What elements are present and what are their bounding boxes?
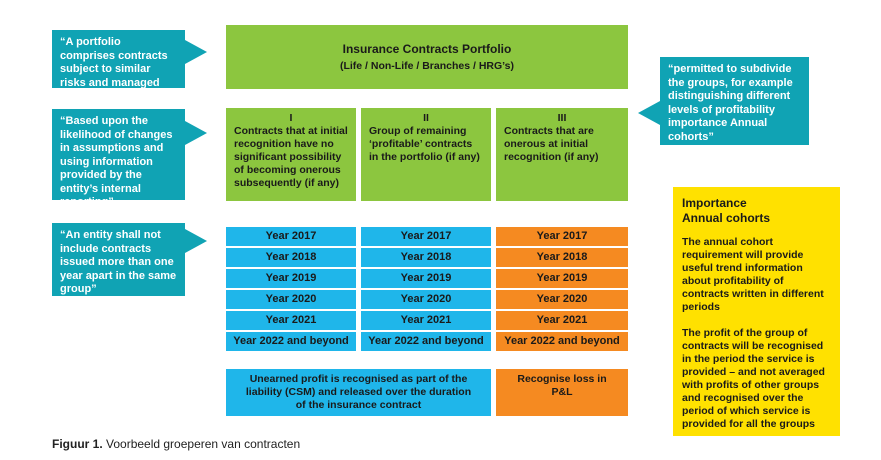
group-numeral: I (289, 112, 293, 124)
callout-portfolio-text: “A portfolio comprises contracts subject… (60, 36, 168, 102)
group-box-2: II Group of remaining ‘profitable’ contr… (361, 108, 491, 201)
arrow-right-icon (185, 40, 207, 64)
caption-label: Figuur 1. (52, 437, 103, 451)
year-cell: Year 2018 (226, 248, 356, 267)
year-cell: Year 2017 (361, 227, 491, 246)
callout-likelihood-text: “Based upon the likelihood of changes in… (60, 115, 173, 208)
figure-caption: Figuur 1. Voorbeeld groeperen van contra… (52, 437, 552, 451)
year-cell: Year 2018 (361, 248, 491, 267)
year-cell: Year 2019 (361, 269, 491, 288)
callout-permitted-text: “permitted to subdivide the groups, for … (668, 63, 793, 143)
callout-entity: “An entity shall not include contracts i… (52, 223, 207, 296)
group-text: Group of remaining ‘profitable’ contract… (369, 125, 480, 163)
callout-portfolio: “A portfolio comprises contracts subject… (52, 30, 207, 102)
importance-sidebar: Importance Annual cohorts The annual coh… (673, 187, 840, 436)
arrow-right-icon (185, 121, 207, 145)
year-cell: Year 2022 and beyond (361, 332, 491, 351)
portfolio-box: Insurance Contracts Portfolio (Life / No… (226, 25, 628, 89)
callout-permitted: “permitted to subdivide the groups, for … (638, 57, 809, 145)
group-box-3: III Contracts that are onerous at initia… (496, 108, 628, 201)
year-cell: Year 2022 and beyond (496, 332, 628, 351)
year-cell: Year 2021 (226, 311, 356, 330)
year-cell: Year 2020 (361, 290, 491, 309)
unearned-profit-box: Unearned profit is recognised as part of… (226, 369, 491, 416)
recognise-loss-box: Recognise loss in P&L (496, 369, 628, 416)
year-cell: Year 2019 (226, 269, 356, 288)
sidebar-title-line1: Importance (682, 196, 747, 210)
group-numeral: III (557, 112, 567, 124)
sidebar-paragraph-1: The annual cohort requirement will provi… (682, 236, 824, 313)
year-cell: Year 2019 (496, 269, 628, 288)
recognise-loss-text: Recognise loss in P&L (517, 373, 607, 398)
callout-likelihood: “Based upon the likelihood of changes in… (52, 109, 207, 208)
unearned-profit-text: Unearned profit is recognised as part of… (245, 373, 472, 411)
group-text: Contracts that are onerous at initial re… (504, 125, 599, 163)
caption-text: Voorbeeld groeperen van contracten (102, 437, 301, 451)
portfolio-title: Insurance Contracts Portfolio (342, 42, 512, 56)
year-cell: Year 2021 (496, 311, 628, 330)
year-cell: Year 2017 (226, 227, 356, 246)
year-cell: Year 2021 (361, 311, 491, 330)
group-box-1: I Contracts that at initial recognition … (226, 108, 356, 201)
group-numeral: II (423, 112, 429, 124)
portfolio-subtitle: (Life / Non-Life / Branches / HRG’s) (339, 60, 515, 72)
arrow-left-icon (638, 101, 660, 125)
callout-entity-text: “An entity shall not include contracts i… (60, 229, 177, 295)
sidebar-paragraph-2: The profit of the group of contracts wil… (682, 327, 825, 430)
year-cell: Year 2022 and beyond (226, 332, 356, 351)
year-cell: Year 2017 (496, 227, 628, 246)
sidebar-title-line2: Annual cohorts (682, 211, 771, 225)
group-text: Contracts that at initial recognition ha… (234, 125, 348, 189)
year-cell: Year 2020 (226, 290, 356, 309)
year-cell: Year 2020 (496, 290, 628, 309)
arrow-right-icon (185, 229, 207, 253)
year-cell: Year 2018 (496, 248, 628, 267)
